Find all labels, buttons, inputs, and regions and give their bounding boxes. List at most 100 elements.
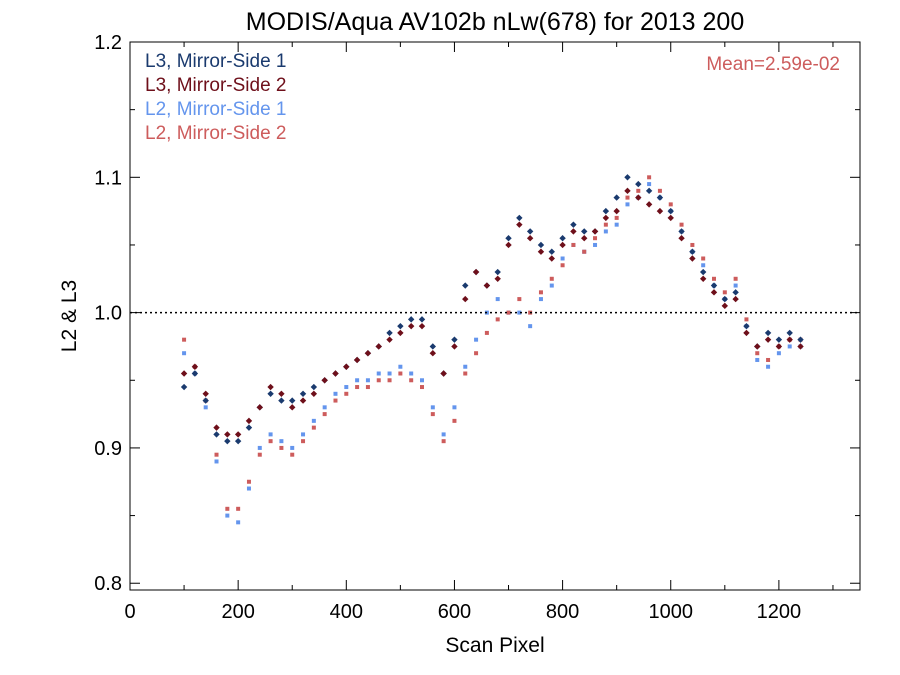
legend: L3, Mirror-Side 1 L3, Mirror-Side 2 L2, Mi… [145,51,287,144]
axes: 0 200 400 600 800 1000 1200 0.8 0.9 1.0 1.1 1.2 [94,32,860,623]
plot-frame [129,41,861,591]
data-point [397,329,404,337]
legend-entry: L3, Mirror-Side 2 [145,75,287,96]
data-point [236,520,241,525]
data-point [505,234,512,242]
data-point [474,337,479,342]
data-point [645,201,653,208]
data-point [322,412,327,417]
data-point [636,188,641,193]
data-point [344,391,349,396]
data-point [472,268,480,276]
data-point [310,390,318,398]
data-point [495,317,500,322]
data-point [624,174,631,181]
data-point [463,364,468,369]
data-point [365,378,370,383]
data-point [364,350,372,357]
data-point [375,343,382,350]
data-point [299,397,307,404]
data-point [234,437,242,445]
y-tick-label: 1.0 [94,303,122,325]
data-point [420,378,424,383]
data-point [764,329,772,337]
data-point [549,283,554,288]
data-point [451,343,458,350]
data-point [679,222,684,227]
data-point [245,424,253,431]
data-point [224,437,231,445]
data-point [581,228,588,235]
data-point [213,424,220,431]
data-point [548,255,555,262]
data-point [452,405,457,410]
data-point [462,282,469,289]
data-point [409,378,414,383]
data-point [755,357,760,362]
data-point [463,371,468,376]
data-point [462,295,469,303]
data-point [407,316,415,323]
data-point [353,356,361,364]
data-point [647,182,652,187]
data-point [506,310,511,315]
data-point [214,452,219,457]
data-point [387,378,392,383]
x-tick-label: 800 [546,601,579,623]
data-point [797,336,804,343]
data-point [452,418,457,423]
series-1 [180,187,804,438]
data-point [721,295,729,303]
data-point [202,390,209,398]
data-point [420,385,424,390]
data-point [418,322,426,330]
data-point [398,371,403,376]
data-point [613,207,620,215]
data-point [267,390,274,398]
data-point [202,397,209,404]
data-point [180,370,188,377]
data-point [301,439,306,444]
data-point [386,329,393,337]
data-point [256,404,263,411]
data-point [290,445,295,450]
data-point [214,459,219,464]
data-point [526,234,534,242]
data-point [560,256,565,261]
data-point [582,249,587,254]
data-point [635,194,642,201]
x-tick-label: 1200 [757,601,802,623]
data-point [376,378,381,383]
data-point [451,336,458,343]
data-point [560,263,565,268]
data-point [656,194,664,201]
data-point [310,383,318,391]
data-point [225,513,230,518]
data-point [614,215,619,220]
data-point [441,439,446,444]
data-point [559,234,566,242]
data-point [386,336,393,343]
data-point [635,180,642,188]
data-point [570,228,577,235]
data-point [279,445,284,450]
data-point [614,222,619,227]
series-3 [182,175,803,511]
legend-entry: L3, Mirror-Side 1 [145,51,287,72]
data-point [710,282,718,289]
data-point [301,432,306,437]
data-point [191,370,199,377]
data-point [657,188,662,193]
y-tick-label: 1.1 [94,167,122,189]
data-point [203,405,208,410]
data-point [333,398,338,403]
data-point [290,452,295,457]
series-0 [180,174,804,445]
data-point [689,255,696,262]
data-point [246,479,251,484]
data-point [712,276,716,281]
data-point [376,371,381,376]
data-point [332,370,339,377]
data-point [322,405,327,410]
